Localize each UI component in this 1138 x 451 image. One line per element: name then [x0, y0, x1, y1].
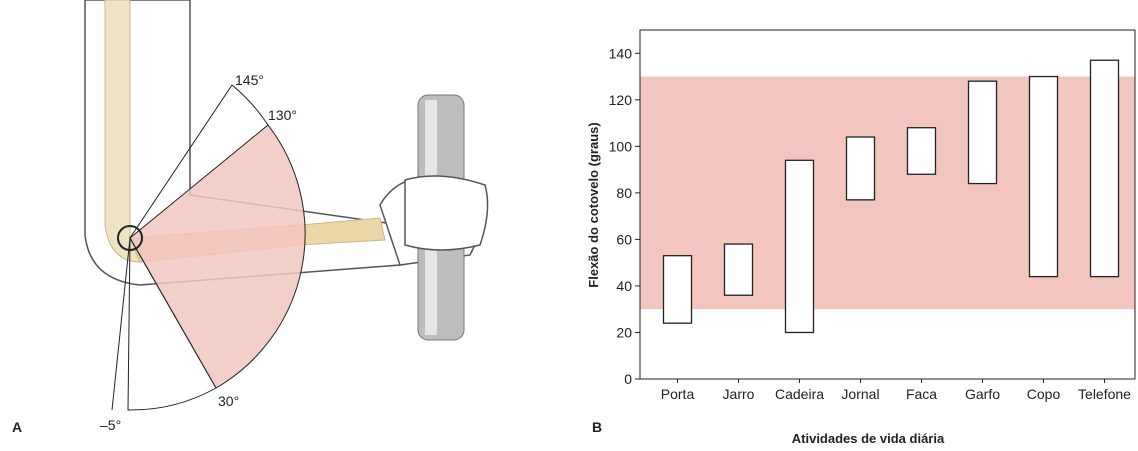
y-axis-label: Flexão do cotovelo (graus) — [586, 122, 601, 287]
plot: 0 20 40 60 80 100 120 140 Porta Jarro Cadeira Jorna… — [609, 29, 1136, 402]
x-tick-label: Jarro — [723, 386, 755, 402]
angle-label: 145° — [235, 72, 264, 88]
x-tick-label: Copo — [1027, 386, 1061, 402]
arm-illustration: 145° 130° 30° –5° — [84, 0, 489, 433]
y-tick-label: 0 — [624, 371, 632, 387]
x-tick-label: Faca — [906, 386, 937, 402]
x-tick-label: Porta — [661, 386, 695, 402]
x-tick-label: Garfo — [965, 386, 1000, 402]
y-tick-label: 20 — [616, 324, 632, 340]
x-axis-label: Atividades de vida diária — [792, 431, 945, 446]
panel-label: A — [12, 419, 22, 435]
range-bar — [845, 136, 876, 201]
x-tick-label: Cadeira — [775, 386, 824, 402]
range-bar — [906, 127, 937, 175]
y-tick-label: 80 — [616, 185, 632, 201]
y-tick-label: 40 — [616, 278, 632, 294]
y-tick-label: 60 — [616, 231, 632, 247]
panel-label: B — [592, 419, 602, 435]
plot-frame — [639, 29, 1136, 380]
angle-label: –5° — [100, 417, 121, 433]
x-tick-label: Telefone — [1078, 386, 1131, 402]
range-bar — [784, 159, 815, 334]
range-bar — [662, 255, 693, 324]
reference-band — [640, 76, 1135, 310]
x-tick-label: Jornal — [841, 386, 879, 402]
y-tick-label: 140 — [609, 45, 633, 61]
y-tick-label: 120 — [609, 92, 633, 108]
range-bar — [723, 243, 754, 296]
range-bar — [1089, 59, 1120, 278]
y-tick-label: 100 — [609, 138, 633, 154]
range-bar — [967, 80, 998, 185]
angle-label: 130° — [268, 107, 297, 123]
range-bar — [1028, 75, 1059, 278]
angle-label: 30° — [218, 393, 239, 409]
